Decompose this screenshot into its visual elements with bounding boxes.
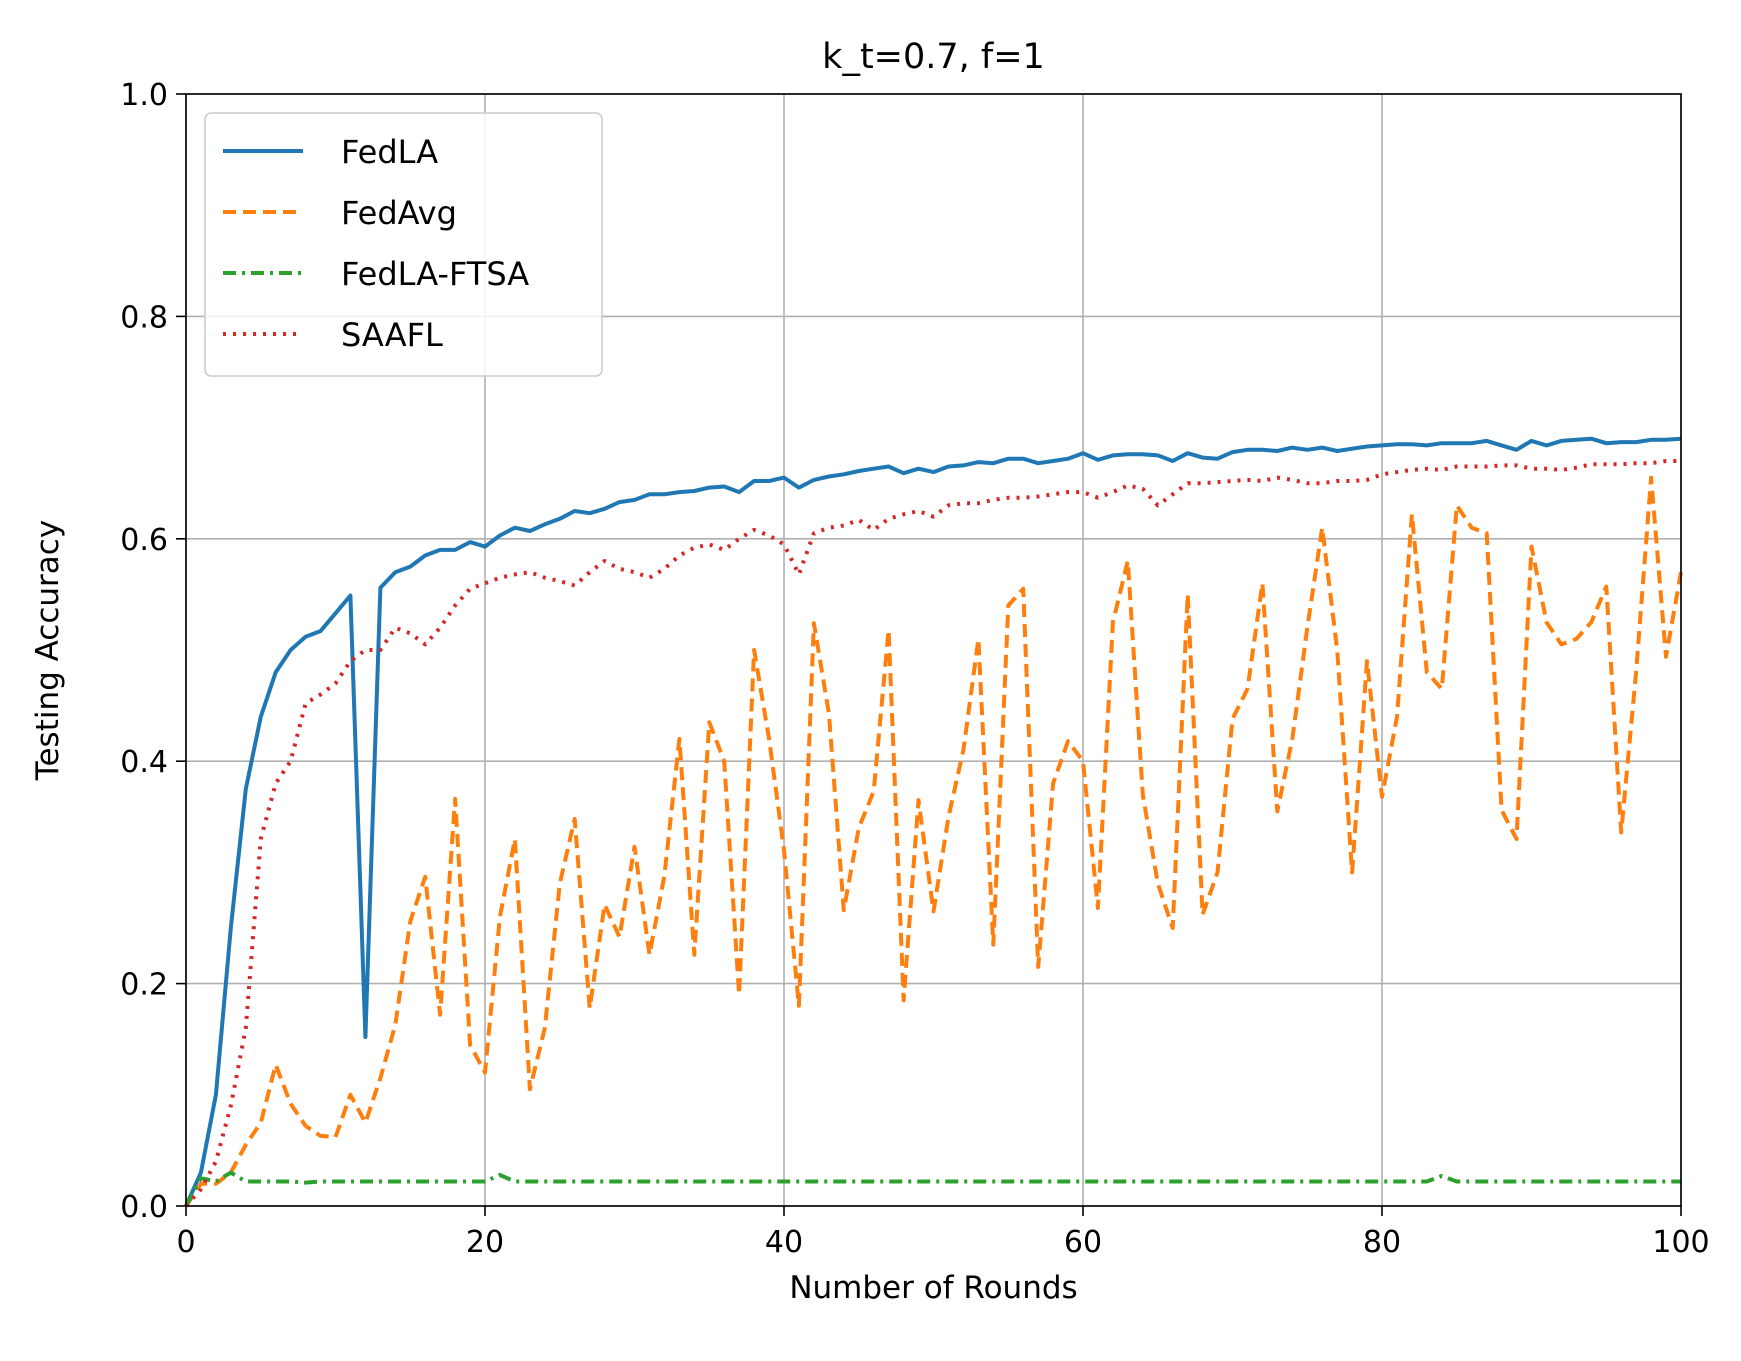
x-axis-label: Number of Rounds	[789, 1270, 1077, 1306]
x-tick-label: 20	[466, 1225, 504, 1260]
legend-label-fedavg: FedAvg	[341, 194, 457, 232]
plot-lines	[184, 436, 1683, 1208]
y-tick-label: 0.4	[120, 745, 168, 780]
y-tick-label: 0.8	[120, 300, 168, 335]
x-tick-label: 0	[176, 1225, 195, 1260]
y-tick-label: 0.0	[120, 1190, 168, 1225]
series-line-saafl	[184, 459, 1681, 1208]
chart-title: k_t=0.7, f=1	[822, 37, 1045, 77]
legend-label-fedla: FedLA	[341, 133, 438, 171]
legend-label-fedla-ftsa: FedLA-FTSA	[341, 255, 529, 293]
x-tick-label: 80	[1363, 1225, 1401, 1260]
legend-box	[204, 112, 603, 377]
plot-frame	[185, 93, 1682, 1207]
x-tick-label: 40	[765, 1225, 803, 1260]
ticks: 0 20 40 60 80 100 0.0 0.2 0.4 0.6 0.8 1.0	[120, 78, 1709, 1260]
x-tick-label: 100	[1652, 1225, 1709, 1260]
series-line-fedavg	[184, 475, 1683, 1208]
y-tick-label: 0.6	[120, 523, 168, 558]
y-tick-label: 1.0	[120, 78, 168, 113]
y-tick-label: 0.2	[120, 968, 168, 1003]
legend: FedLA FedAvg FedLA-FTSA SAAFL	[204, 112, 603, 377]
series-line-fedla	[184, 436, 1682, 1207]
y-axis-label: Testing Accuracy	[30, 520, 66, 781]
legend-label-saafl: SAAFL	[341, 316, 443, 354]
x-tick-label: 60	[1064, 1225, 1102, 1260]
grid	[185, 93, 1682, 1207]
series-line-fedla-ftsa	[184, 1170, 1681, 1207]
